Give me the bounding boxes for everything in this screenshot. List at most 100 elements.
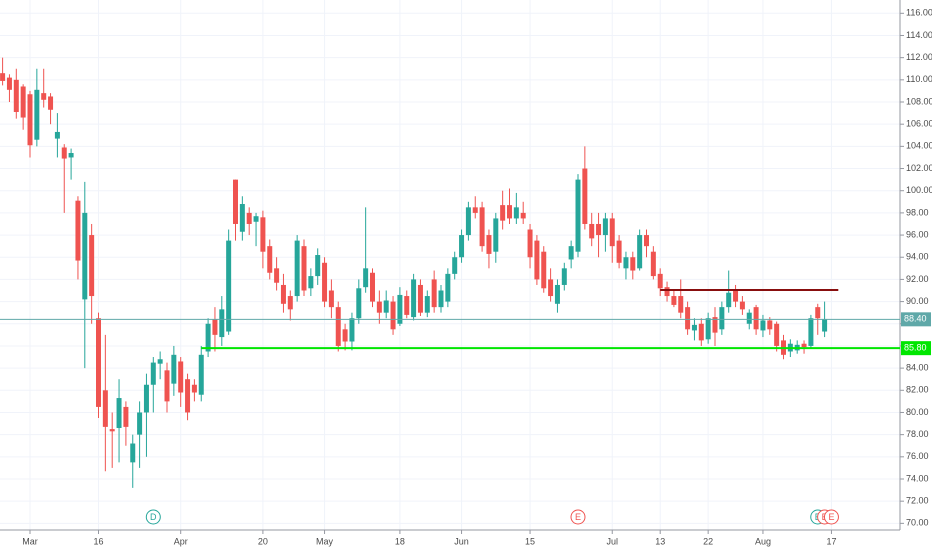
candle-body: [739, 301, 745, 310]
candle-body: [27, 94, 33, 146]
y-tick-label: 76.00: [906, 451, 929, 461]
candle-body: [678, 296, 684, 313]
candle-body: [370, 272, 375, 302]
candle-body: [143, 384, 149, 413]
x-tick-label: Jun: [454, 536, 469, 546]
candle-body: [150, 362, 156, 385]
candle-body: [89, 235, 95, 297]
candle-body: [287, 296, 293, 310]
y-tick-label: 90.00: [906, 296, 929, 306]
candle-body: [493, 218, 499, 252]
candle-body: [267, 246, 273, 273]
candle-body: [226, 240, 232, 332]
candle-body: [520, 212, 526, 219]
y-tick-label: 74.00: [906, 473, 929, 483]
candle-body: [465, 207, 471, 236]
candle-body: [96, 318, 101, 407]
y-tick-label: 104.00: [906, 141, 932, 151]
candle-body: [808, 318, 814, 346]
y-tick-label: 70.00: [906, 518, 929, 528]
candle-body: [171, 354, 177, 384]
y-tick-label: 108.00: [906, 96, 932, 106]
candle-body: [822, 319, 828, 332]
x-tick-label: 20: [258, 536, 268, 546]
candle-body: [239, 204, 245, 232]
candle-body: [685, 307, 691, 330]
candle-body: [452, 257, 458, 274]
candle-body: [48, 96, 54, 110]
candle-body: [301, 246, 307, 291]
candle-body: [13, 79, 19, 112]
y-tick-label: 112.00: [906, 52, 932, 62]
candle-body: [212, 319, 218, 335]
candle-body: [438, 290, 444, 308]
candle-body: [123, 406, 129, 427]
candle-body: [411, 279, 417, 318]
price-label-box: [901, 312, 931, 327]
candle-body: [356, 288, 362, 319]
candle-body: [705, 318, 711, 340]
price-label: 85.80: [904, 343, 927, 353]
y-tick-label: 102.00: [906, 163, 932, 173]
y-tick-label: 110.00: [906, 74, 932, 84]
candle-body: [657, 273, 663, 289]
candle-body: [157, 359, 163, 364]
x-tick-label: Aug: [755, 536, 771, 546]
candle-body: [507, 205, 512, 219]
candle-body: [760, 320, 766, 331]
candle-body: [274, 268, 280, 283]
candle-body: [34, 89, 40, 140]
candle-body: [445, 273, 451, 302]
candle-body: [260, 217, 266, 252]
candle-body: [589, 223, 595, 239]
candle-body: [363, 268, 369, 288]
candle-body: [801, 343, 807, 348]
candle-body: [116, 398, 122, 428]
candle-body: [753, 307, 759, 330]
candle-body: [712, 317, 718, 333]
x-tick-label: May: [316, 536, 334, 546]
candle-body: [630, 257, 636, 271]
candle-body: [185, 379, 191, 413]
candle-body: [82, 212, 88, 300]
candle-body: [349, 318, 355, 342]
y-tick-label: 84.00: [906, 362, 929, 372]
x-tick-label: 15: [525, 536, 535, 546]
y-tick-label: 78.00: [906, 429, 929, 439]
candle-body: [328, 290, 334, 308]
event-label: E: [828, 512, 834, 522]
candle-body: [746, 312, 752, 324]
event-label: D: [150, 512, 157, 522]
candle-body: [404, 296, 410, 315]
y-tick-label: 114.00: [906, 30, 932, 40]
y-tick-label: 94.00: [906, 252, 929, 262]
y-tick-label: 116.00: [906, 8, 932, 18]
candle-body: [322, 262, 328, 302]
candle-body: [554, 284, 560, 304]
event-marker: [570, 509, 586, 525]
candle-body: [575, 179, 581, 252]
candle-body: [280, 284, 286, 304]
event-marker: [823, 509, 839, 525]
event-marker: [145, 509, 161, 525]
x-tick-label: 22: [703, 536, 713, 546]
event-label: E: [575, 512, 581, 522]
candle-body: [548, 279, 554, 297]
candle-body: [527, 229, 533, 258]
candle-body: [534, 240, 540, 280]
y-tick-label: 100.00: [906, 185, 932, 195]
candle-body: [500, 205, 506, 221]
candle-body: [253, 216, 259, 222]
candle-body: [68, 153, 74, 158]
y-tick-label: 82.00: [906, 385, 929, 395]
candle-body: [102, 390, 108, 427]
x-tick-label: 17: [826, 536, 836, 546]
candle-body: [205, 323, 211, 352]
x-tick-label: 16: [93, 536, 103, 546]
candle-body: [486, 235, 492, 254]
candle-body: [198, 354, 204, 395]
candle-body: [20, 86, 26, 118]
candle-body: [164, 370, 170, 402]
candle-body: [671, 296, 677, 305]
candle-body: [616, 240, 622, 263]
